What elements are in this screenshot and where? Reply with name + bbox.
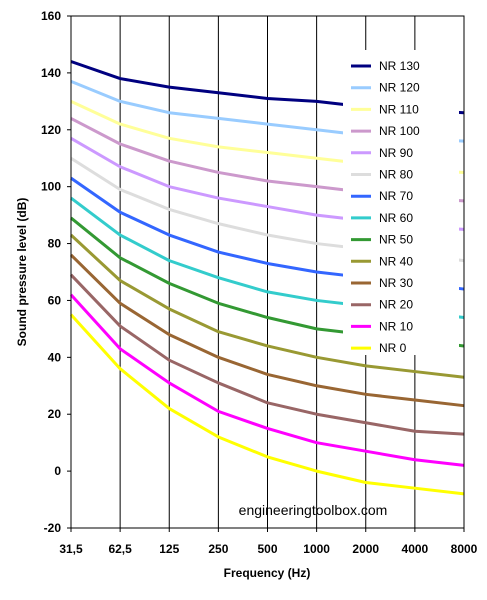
- x-tick-label: 4000: [402, 542, 429, 556]
- legend-label: NR 50: [379, 233, 413, 247]
- series-line-nr-30: [69, 253, 465, 408]
- y-tick-label: 140: [41, 66, 61, 80]
- y-tick-label: -20: [44, 521, 62, 535]
- legend: NR 130 NR 120 NR 110 NR 100 NR 90 NR 80 NR 70 N…: [343, 50, 459, 355]
- y-tick-label: 100: [41, 180, 61, 194]
- legend-label: NR 30: [379, 276, 413, 290]
- y-tick-label: 80: [48, 237, 62, 251]
- x-tick-label: 8000: [451, 542, 478, 556]
- legend-label: NR 130: [379, 59, 420, 73]
- x-tick-label: 2000: [352, 542, 379, 556]
- series-line-nr-20: [69, 273, 465, 436]
- axis-layer: 31,5 62,5 125 250 500 1000 2000 4000 8000 -20 0 20 4…: [41, 9, 478, 556]
- x-tick-label: 500: [257, 542, 277, 556]
- x-tick-label: 62,5: [108, 542, 132, 556]
- legend-label: NR 110: [379, 102, 419, 116]
- y-tick-label: 120: [41, 123, 61, 137]
- legend-label: NR 70: [379, 189, 413, 203]
- watermark-text: engineeringtoolbox.com: [239, 502, 388, 518]
- legend-label: NR 100: [379, 124, 420, 138]
- x-tick-label: 31,5: [59, 542, 83, 556]
- y-tick-label: 40: [48, 350, 62, 364]
- x-tick-label: 250: [208, 542, 228, 556]
- y-tick-label: 20: [48, 407, 62, 421]
- x-tick-label: 1000: [303, 542, 330, 556]
- x-tick-label: 125: [159, 542, 179, 556]
- x-axis-title: Frequency (Hz): [224, 566, 311, 580]
- y-axis-title: Sound pressure level (dB): [15, 198, 29, 347]
- series-line-nr-0: [69, 313, 465, 496]
- legend-label: NR 90: [379, 146, 413, 160]
- legend-label: NR 0: [379, 341, 407, 355]
- y-tick-label: 0: [54, 464, 61, 478]
- series-line-nr-10: [69, 293, 465, 467]
- y-tick-label: 60: [48, 293, 62, 307]
- legend-label: NR 40: [379, 254, 413, 268]
- legend-label: NR 10: [379, 319, 413, 333]
- legend-label: NR 60: [379, 211, 413, 225]
- series-line-nr-40: [69, 233, 465, 379]
- legend-label: NR 20: [379, 298, 413, 312]
- legend-label: NR 120: [379, 81, 420, 95]
- y-tick-label: 160: [41, 9, 61, 23]
- legend-label: NR 80: [379, 168, 413, 182]
